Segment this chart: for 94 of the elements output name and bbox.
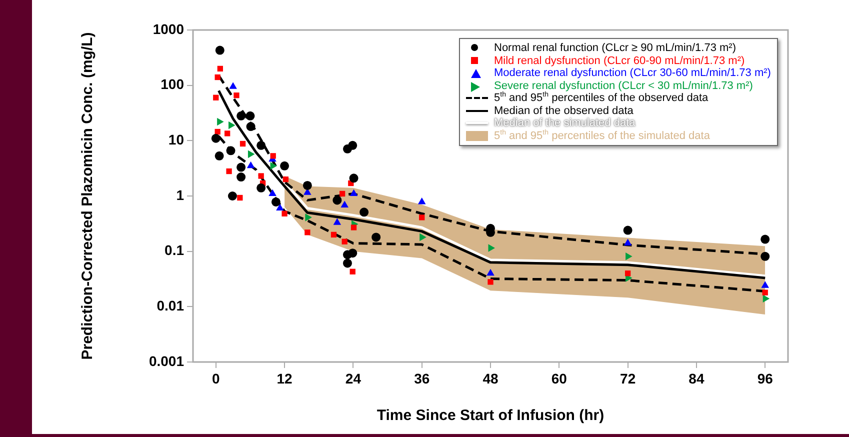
legend-label: Median of the observed data (494, 104, 634, 117)
point (488, 279, 494, 285)
point (304, 230, 310, 236)
point (217, 66, 224, 72)
point (350, 189, 358, 196)
point (626, 252, 632, 260)
x-tick-label: 72 (620, 370, 636, 386)
x-tick-label: 12 (276, 370, 293, 386)
x-tick-label: 24 (345, 370, 362, 386)
point (229, 82, 237, 89)
point (282, 210, 288, 216)
point (246, 122, 256, 132)
point (340, 200, 349, 208)
point (486, 268, 494, 276)
point (418, 197, 426, 204)
legend-label: Moderate renal dysfunction (CLcr 30-60 mL/min/1.73 m²) (494, 67, 771, 80)
point (280, 161, 290, 170)
point (240, 140, 246, 147)
point (360, 208, 369, 217)
point (217, 118, 224, 126)
point (760, 252, 770, 261)
x-tick-label: 48 (482, 370, 498, 386)
point (271, 197, 280, 206)
point (760, 234, 770, 244)
point (488, 244, 495, 252)
point (342, 238, 348, 244)
point (762, 290, 768, 296)
point (228, 121, 236, 130)
point (237, 194, 243, 201)
x-tick-label: 60 (551, 370, 568, 386)
point (228, 192, 237, 200)
point (342, 258, 352, 268)
point (348, 140, 358, 150)
point (236, 162, 246, 172)
point (214, 128, 220, 135)
point (305, 214, 312, 222)
point (348, 248, 358, 258)
text: Median of the simulated data (494, 117, 636, 129)
point (419, 214, 425, 220)
legend-label: Mild renal dysfunction (CLcr 60-90 mL/min/1.73 m²) (494, 54, 745, 67)
x-tick-label: 84 (688, 370, 704, 386)
point (332, 196, 342, 205)
point (624, 238, 632, 246)
point (330, 232, 337, 238)
point (213, 94, 219, 100)
legend-label: 5$^{th}$ and 95$^{th}$ percentiles of the simulated data (494, 128, 710, 142)
point (226, 168, 232, 174)
point (761, 281, 770, 288)
y-tick-label: 1 (176, 186, 184, 203)
point (350, 268, 356, 274)
point (276, 204, 284, 211)
legend-label: 5$^{th}$ and 95$^{th}$ percentiles of the observed data (494, 91, 708, 104)
legend-label: Severe renal dysfunction (CLcr < 30 mL/min/1.73 m²) (494, 80, 753, 92)
point (234, 92, 240, 98)
x-axis-title: Time Since Start of Infusion (hr) (376, 407, 604, 424)
y-tick-label: 10 (168, 132, 184, 148)
point (256, 140, 266, 150)
y-tick-label: 0.001 (148, 352, 184, 369)
point (246, 161, 255, 168)
point (215, 46, 224, 55)
point (226, 146, 236, 156)
point (224, 130, 230, 136)
point (282, 176, 289, 182)
y-tick-label: 0.01 (156, 298, 184, 314)
point (333, 218, 342, 225)
point (268, 189, 276, 196)
x-tick-label: 0 (212, 370, 220, 386)
x-tick-label: 36 (414, 370, 430, 386)
y-tick-label: 0.1 (164, 242, 184, 258)
point (349, 174, 358, 183)
x-tick-label: 96 (757, 370, 774, 386)
y-axis-title: Prediction-Corrected Plazomicin Conc. (mg/L) (79, 32, 96, 360)
point (214, 151, 224, 160)
legend-label: Normal renal function (CLcr ≥ 90 mL/min/1.73 m²) (494, 42, 736, 54)
point (211, 134, 220, 143)
point (624, 270, 631, 276)
point (372, 232, 381, 242)
point (623, 226, 632, 235)
point (236, 172, 246, 182)
point (236, 111, 246, 120)
y-tick-label: 1000 (152, 20, 184, 37)
y-tick-label: 100 (160, 76, 184, 92)
point (420, 233, 426, 242)
point (258, 173, 264, 179)
point (762, 294, 770, 302)
point (270, 162, 278, 170)
point (302, 180, 312, 190)
point (350, 224, 357, 230)
point (248, 150, 255, 158)
point (270, 153, 276, 159)
point (256, 183, 266, 192)
point (246, 111, 255, 120)
point (214, 74, 220, 80)
point (339, 190, 346, 197)
